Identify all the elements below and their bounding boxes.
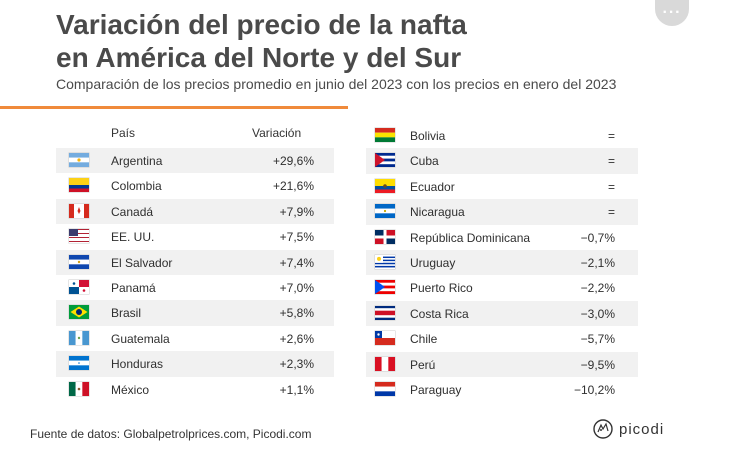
change-value: +7,9%	[279, 204, 314, 219]
flag-cuba-icon	[375, 153, 395, 168]
change-value: −2,1%	[580, 255, 615, 270]
more-options-button[interactable]: ···	[655, 0, 689, 26]
chart-subtitle: Comparación de los precios promedio en j…	[56, 76, 617, 92]
column-header-country: País	[111, 126, 136, 140]
country-name: Nicaragua	[410, 205, 465, 220]
change-value: =	[607, 129, 615, 143]
country-name: Perú	[410, 357, 436, 372]
table-row: Honduras +2,3%	[56, 351, 334, 377]
accent-divider	[0, 106, 348, 109]
table-row: Cuba =	[366, 148, 638, 174]
chart-title: Variación del precio de la nafta en Amér…	[56, 8, 467, 74]
flag-usa-icon	[69, 229, 89, 244]
change-value: =	[607, 154, 615, 169]
table-row: Nicaragua =	[366, 199, 638, 225]
change-value: −3,0%	[580, 306, 615, 321]
title-line-2: en América del Norte y del Sur	[56, 42, 462, 73]
change-value: −9,5%	[580, 357, 615, 372]
left-table: Argentina +29,6% Colombia +21,6% Canadá +7,9%…	[56, 148, 334, 402]
country-name: Bolivia	[410, 129, 446, 143]
flag-peru-icon	[375, 356, 395, 371]
change-value: +7,4%	[279, 255, 314, 270]
flag-ecuador-icon	[375, 178, 395, 193]
change-value: +2,6%	[279, 331, 314, 346]
table-row: Ecuador =	[366, 174, 638, 199]
change-value: −5,7%	[580, 332, 615, 347]
change-value: +29,6%	[272, 154, 314, 168]
flag-colombia-icon	[69, 178, 89, 193]
country-name: EE. UU.	[111, 230, 155, 245]
country-name: Costa Rica	[410, 306, 469, 321]
brand-logo: picodi	[592, 418, 664, 440]
flag-honduras-icon	[69, 356, 89, 371]
country-name: Panamá	[111, 280, 156, 295]
country-name: Argentina	[111, 154, 163, 168]
country-name: Uruguay	[410, 255, 456, 270]
country-name: Chile	[410, 332, 438, 347]
change-value: +7,0%	[279, 280, 314, 295]
flag-puerto-rico-icon	[375, 280, 395, 295]
table-row: Bolivia =	[366, 123, 638, 148]
brand-name: picodi	[619, 420, 665, 438]
country-name: Canadá	[111, 204, 154, 219]
column-header-change: Variación	[252, 126, 302, 140]
flag-dominican-republic-icon	[375, 229, 395, 244]
country-name: República Dominicana	[410, 230, 531, 245]
table-row: Canadá +7,9%	[56, 198, 334, 225]
flag-costa-rica-icon	[375, 305, 395, 320]
country-name: Cuba	[410, 154, 439, 169]
change-value: =	[607, 205, 615, 220]
flag-el-salvador-icon	[69, 254, 89, 269]
table-row: Costa Rica −3,0%	[366, 300, 638, 327]
flag-chile-icon	[375, 331, 395, 346]
table-row: Perú −9,5%	[366, 351, 638, 377]
change-value: =	[607, 179, 615, 194]
country-name: Colombia	[111, 179, 162, 194]
change-value: −10,2%	[573, 382, 615, 397]
change-value: +21,6%	[272, 179, 314, 194]
table-row: República Dominicana −0,7%	[366, 225, 638, 250]
change-value: −2,2%	[580, 281, 615, 296]
flag-nicaragua-icon	[375, 204, 395, 219]
change-value: −0,7%	[580, 230, 615, 245]
country-name: Brasil	[111, 306, 142, 321]
table-row: Colombia +21,6%	[56, 173, 334, 198]
table-row: Panamá +7,0%	[56, 275, 334, 300]
flag-argentina-icon	[69, 153, 89, 167]
flag-brazil-icon	[69, 305, 89, 320]
table-row: Guatemala +2,6%	[56, 326, 334, 351]
country-name: Honduras	[111, 357, 164, 372]
country-name: México	[111, 382, 150, 397]
change-value: +5,8%	[279, 306, 314, 321]
table-row: Paraguay −10,2%	[366, 377, 638, 402]
flag-canada-icon	[69, 203, 89, 218]
title-line-1: Variación del precio de la nafta	[56, 9, 467, 40]
change-value: +1,1%	[279, 382, 314, 397]
table-row: Chile −5,7%	[366, 326, 638, 351]
table-row: El Salvador +7,4%	[56, 249, 334, 275]
flag-bolivia-icon	[375, 128, 395, 142]
change-value: +2,3%	[279, 357, 314, 372]
change-value: +7,5%	[279, 230, 314, 245]
table-row: EE. UU. +7,5%	[56, 224, 334, 249]
right-table: Bolivia = Cuba = Ecuador = Nicaragua = República…	[366, 123, 638, 402]
table-row: Brasil +5,8%	[56, 300, 334, 326]
table-row: Argentina +29,6%	[56, 148, 334, 174]
flag-uruguay-icon	[375, 254, 395, 269]
flag-guatemala-icon	[69, 330, 89, 345]
table-row: México +1,1%	[56, 377, 334, 402]
country-name: Ecuador	[410, 179, 455, 194]
country-name: Guatemala	[111, 331, 170, 346]
table-row: Puerto Rico −2,2%	[366, 275, 638, 300]
flag-mexico-icon	[69, 381, 89, 396]
country-name: Paraguay	[410, 382, 462, 397]
more-options-icon: ···	[662, 4, 682, 21]
data-source: Fuente de datos: Globalpetrolprices.com,…	[30, 427, 312, 441]
picodi-logo-icon	[593, 419, 613, 439]
country-name: Puerto Rico	[410, 281, 473, 296]
table-row: Uruguay −2,1%	[366, 249, 638, 276]
flag-paraguay-icon	[375, 381, 395, 396]
country-name: El Salvador	[111, 255, 173, 270]
flag-panama-icon	[69, 279, 89, 294]
